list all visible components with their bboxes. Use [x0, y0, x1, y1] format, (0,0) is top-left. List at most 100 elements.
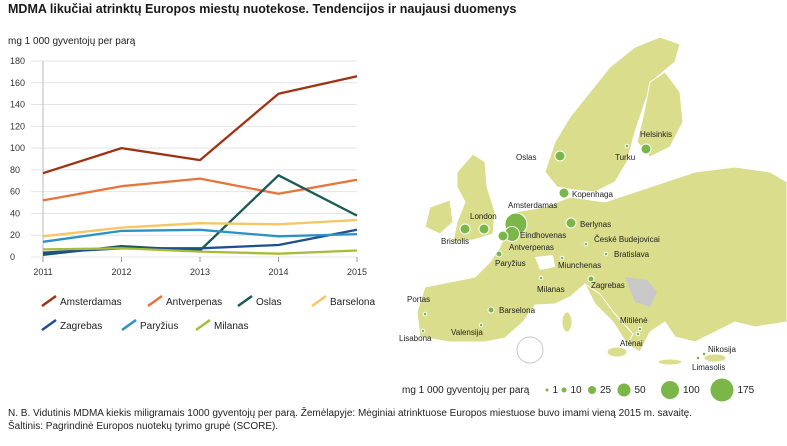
legend-swatch — [195, 318, 211, 332]
bubble-legend-value: 50 — [635, 385, 647, 396]
chart-series-lines — [42, 75, 358, 256]
x-tick-label: 2014 — [268, 267, 288, 277]
bubble-legend-circle — [588, 386, 596, 394]
legend-swatch — [121, 318, 137, 332]
bubble-legend-value: 100 — [683, 385, 700, 396]
bubble-legend-value: 175 — [738, 385, 755, 396]
city-bubble — [478, 223, 490, 235]
city-label: České Budejovicai — [594, 235, 660, 244]
city-bubble — [495, 250, 503, 258]
city-label: Oslas — [516, 153, 536, 162]
map-continent — [416, 166, 787, 353]
map-britain — [452, 153, 496, 243]
map-scandinavia — [544, 36, 681, 193]
bubble-legend-circle — [545, 388, 549, 392]
city-bubble — [603, 251, 609, 257]
bubble-legend-value: 25 — [600, 385, 612, 396]
city-label: London — [470, 212, 497, 221]
map-sicily — [606, 346, 628, 358]
series-line-paryžius — [42, 228, 358, 243]
city-bubble — [565, 217, 577, 229]
legend-label: Zagrebas — [60, 321, 102, 332]
city-bubble — [559, 255, 565, 261]
legend-swatch — [41, 318, 57, 332]
y-tick-label: 60 — [10, 187, 20, 197]
map-balkans-grey — [625, 277, 657, 307]
bubble-legend-item: 25 — [588, 385, 612, 396]
series-line-antverpenas — [42, 177, 358, 202]
city-bubble — [701, 351, 707, 357]
city-label: Valensija — [451, 328, 483, 337]
city-label: Miunchenas — [558, 261, 601, 270]
legend-label: Milanas — [214, 321, 248, 332]
bubble-legend-value: 1 — [553, 385, 559, 396]
city-label: Kopenhaga — [572, 190, 613, 199]
bubble-legend-item: 50 — [617, 383, 647, 397]
map-crete — [657, 358, 683, 366]
legend-swatch — [147, 294, 163, 308]
city-label: Mitilėnė — [620, 316, 648, 325]
city-bubble — [487, 306, 495, 314]
map-city: Berlynas — [565, 217, 611, 229]
legend-item: Milanas — [195, 318, 248, 332]
city-label: Limasolis — [692, 363, 725, 372]
map-city: Lisabona — [399, 328, 432, 343]
chart-legend: Amsterdamas Antverpenas Oslas Barselona Zagr… — [41, 294, 375, 332]
map-city: London — [470, 212, 497, 235]
legend-swatch — [311, 294, 327, 308]
map-city: Helsinkis — [640, 130, 672, 155]
bubble-legend-circle — [661, 381, 679, 399]
y-tick-label: 180 — [10, 56, 25, 66]
legend-label: Amsterdamas — [60, 297, 122, 308]
city-bubble — [538, 275, 544, 281]
map-city: Antverpenas — [497, 230, 554, 252]
city-bubble — [459, 223, 471, 235]
series-line-milanas — [42, 247, 358, 255]
legend-item: Oslas — [237, 294, 282, 308]
city-label: Portas — [407, 295, 430, 304]
legend-item: Paryžius — [121, 318, 178, 332]
map-city: Zagrebas — [587, 275, 625, 290]
y-tick-label: 80 — [10, 165, 20, 175]
city-label: Antverpenas — [509, 243, 554, 252]
map-city: Valensija — [451, 322, 484, 337]
map-finland — [636, 71, 684, 158]
city-bubble — [624, 143, 630, 149]
map-sardinia — [561, 311, 573, 333]
y-tick-label: 100 — [10, 143, 25, 153]
map-city: Barselona — [487, 306, 536, 315]
map-city: Paryžius — [495, 250, 526, 268]
map-city: Kopenhaga — [558, 187, 613, 199]
map-city: Limasolis — [692, 355, 725, 372]
city-label: Atėnai — [620, 339, 643, 348]
city-label: Milanas — [537, 285, 565, 294]
x-tick-label: 2013 — [190, 267, 210, 277]
bubble-legend-circle — [561, 387, 567, 393]
europe-map: Oslas Helsinkis Turku Kopenhaga Amsterdamas L… — [399, 36, 787, 372]
y-tick-label: 160 — [10, 78, 25, 88]
city-label: Barselona — [499, 306, 536, 315]
city-bubble — [695, 355, 701, 361]
bubble-size-legend: mg 1 000 gyventojų per parą 1 10 25 50 100 17… — [402, 378, 755, 402]
city-label: Helsinkis — [640, 130, 672, 139]
city-bubble — [637, 326, 643, 332]
bubble-legend-label: mg 1 000 gyventojų per parą — [402, 385, 530, 396]
y-axis-unit-label: mg 1 000 gyventojų per parą — [8, 36, 136, 47]
bubble-legend-item: 100 — [661, 381, 700, 399]
x-axis-ticks: 2011 2012 2013 2014 2015 — [33, 257, 367, 277]
city-label: Turku — [615, 153, 635, 162]
footnote-line-2: Šaltinis: Pagrindinė Europos nuotekų tyr… — [8, 421, 279, 432]
legend-item: Zagrebas — [41, 318, 102, 332]
city-bubble — [478, 322, 484, 328]
chart-title: MDMA likučiai atrinktų Europos miestų nu… — [8, 2, 517, 16]
bubble-legend-item: 10 — [561, 385, 583, 396]
y-tick-label: 0 — [10, 252, 15, 262]
map-switzerland — [535, 255, 555, 270]
city-label: Bristolis — [441, 237, 469, 246]
bubble-legend-value: 10 — [571, 385, 583, 396]
legend-item: Antverpenas — [147, 294, 222, 308]
city-bubble — [583, 241, 589, 247]
y-tick-label: 20 — [10, 230, 20, 240]
legend-swatch — [41, 294, 57, 308]
